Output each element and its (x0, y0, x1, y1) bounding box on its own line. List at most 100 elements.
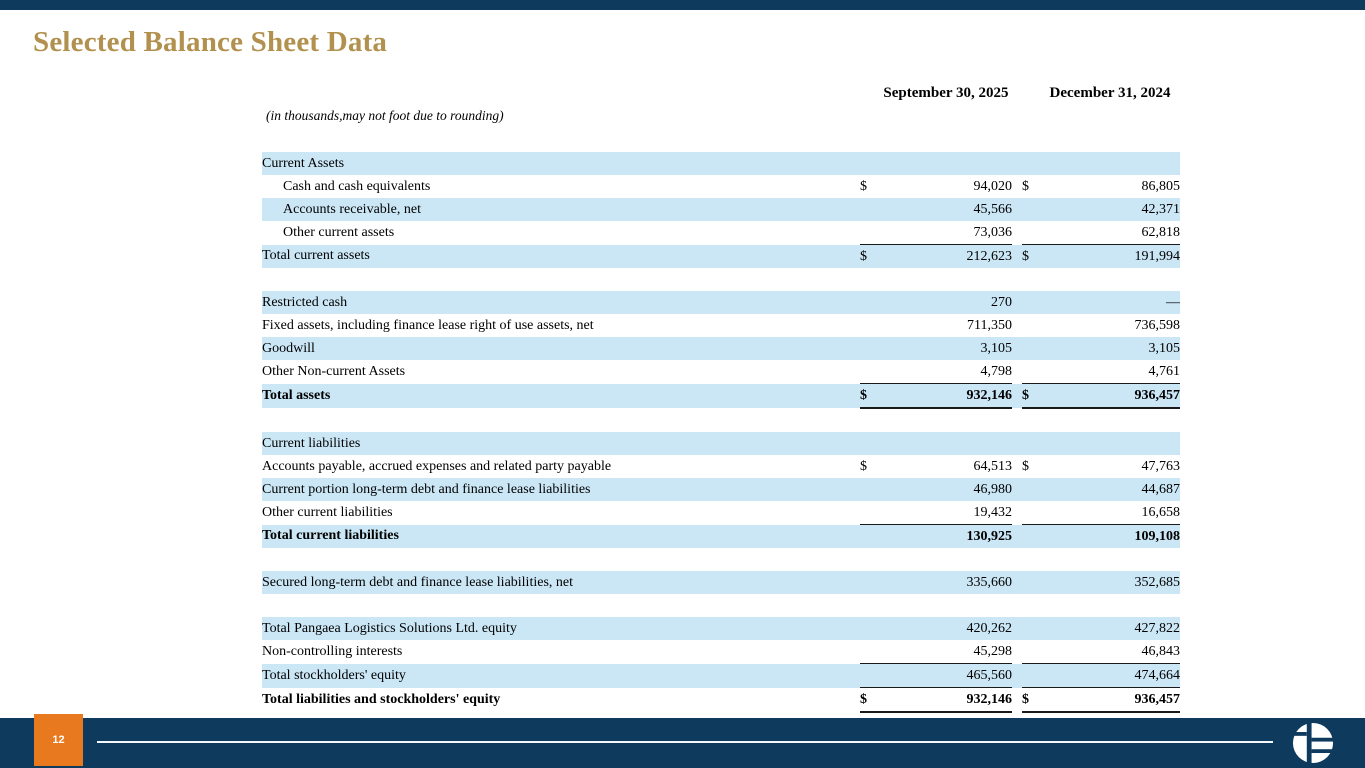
dollar-sign: $ (1022, 687, 1042, 713)
page-number-badge: 12 (34, 714, 83, 766)
value-prior-period: 47,763 (1141, 458, 1181, 474)
table-note: (in thousands,may not foot due to roundi… (266, 108, 504, 123)
row-label: Other Non-current Assets (262, 363, 406, 379)
value-prior-period: 62,818 (1042, 221, 1180, 245)
bottom-footer-bar (0, 718, 1365, 768)
spacer-row (262, 548, 1180, 571)
row-label (262, 594, 860, 617)
column-gap (1012, 268, 1022, 291)
dollar-sign: $ (1022, 458, 1029, 474)
value-prior-period: 86,805 (1141, 178, 1181, 194)
dollar-sign (1022, 548, 1042, 571)
table-row: Current Assets (262, 152, 1180, 175)
dollar-sign (860, 152, 880, 175)
value-prior-period (1042, 408, 1180, 432)
value-prior-period (1042, 432, 1180, 455)
value-current-period: 45,298 (880, 640, 1012, 664)
value-prior-period: 46,843 (1042, 640, 1180, 664)
dollar-sign (860, 337, 880, 360)
value-current-period: 711,350 (967, 317, 1012, 333)
value-current-period: 335,660 (880, 571, 1012, 594)
value-current-period: 4,798 (880, 360, 1012, 384)
dollar-sign (860, 571, 880, 594)
pangaea-globe-logo-icon (1292, 722, 1334, 764)
value-current-period (880, 432, 1012, 455)
dollar-sign (1022, 571, 1042, 594)
table-row: Other current liabilities 19,432 16,658 (262, 501, 1180, 525)
dollar-sign (1022, 478, 1042, 501)
dollar-sign (1022, 663, 1042, 688)
table-row: Non-controlling interests 45,298 46,843 (262, 640, 1180, 664)
column-gap (1012, 432, 1022, 455)
column-gap (1012, 524, 1022, 548)
table-row: Cash and cash equivalents $94,020 $86,805 (262, 175, 1180, 198)
dollar-sign (860, 617, 880, 640)
table-row: Goodwill 3,105 3,105 (262, 337, 1180, 360)
dollar-sign (860, 314, 880, 337)
value-current-period: 73,036 (880, 221, 1012, 245)
dollar-sign (860, 478, 880, 501)
dollar-sign (1022, 408, 1042, 432)
column-gap (1012, 314, 1022, 337)
value-current-period: 212,623 (880, 244, 1012, 268)
spacer-row (262, 594, 1180, 617)
value-current-period (880, 408, 1012, 432)
dollar-sign: $ (1022, 178, 1029, 194)
value-current-period: 94,020 (973, 178, 1013, 194)
column-gap (1012, 478, 1022, 501)
column-gap (1012, 501, 1022, 525)
dollar-sign (1022, 268, 1042, 291)
row-label: Accounts receivable, net (262, 198, 860, 221)
value-prior-period: 4,761 (1042, 360, 1180, 384)
dollar-sign: $ (860, 458, 867, 474)
dollar-sign: $ (1022, 244, 1042, 268)
dollar-sign (860, 268, 880, 291)
column-gap (1012, 688, 1022, 713)
dollar-sign (1022, 337, 1042, 360)
dollar-sign (860, 663, 880, 688)
dollar-sign (1022, 314, 1042, 337)
dollar-sign (1022, 524, 1042, 548)
row-label: Fixed assets, including finance lease ri… (262, 317, 594, 333)
value-prior-period (1042, 152, 1180, 175)
dollar-sign: $ (860, 178, 867, 194)
value-current-period: 64,513 (973, 458, 1013, 474)
value-current-period: 46,980 (880, 478, 1012, 501)
dollar-sign (1022, 152, 1042, 175)
column-gap (1012, 383, 1022, 408)
dollar-sign (860, 594, 880, 617)
value-current-period: 420,262 (880, 617, 1012, 640)
value-current-period (880, 548, 1012, 571)
row-label: Accounts payable, accrued expenses and r… (262, 458, 612, 474)
column-header-current-period: September 30, 2025 (883, 85, 1009, 101)
column-gap (1012, 244, 1022, 268)
dollar-sign (1022, 360, 1042, 384)
column-gap (1012, 152, 1022, 175)
table-row: Fixed assets, including finance lease ri… (262, 314, 1180, 337)
dollar-sign (1022, 221, 1042, 245)
value-prior-period: 44,687 (1042, 478, 1180, 501)
table-row: Current liabilities (262, 432, 1180, 455)
dollar-sign: $ (860, 383, 880, 409)
dollar-sign: $ (860, 687, 880, 713)
value-prior-period: 191,994 (1042, 244, 1180, 268)
column-gap (1012, 571, 1022, 594)
column-gap (1012, 617, 1022, 640)
table-row: Restricted cash 270 — (262, 291, 1180, 314)
row-label: Total current liabilities (262, 524, 860, 548)
dollar-sign (1022, 291, 1042, 314)
dollar-sign (1022, 501, 1042, 525)
row-label: Total Pangaea Logistics Solutions Ltd. e… (262, 617, 860, 640)
value-current-period: 130,925 (880, 524, 1012, 548)
column-gap (1012, 408, 1022, 432)
table-row: Accounts payable, accrued expenses and r… (262, 455, 1180, 478)
column-gap (1012, 198, 1022, 221)
value-prior-period: 936,457 (1042, 687, 1180, 713)
row-label: Current Assets (262, 152, 860, 175)
table-row: Total stockholders' equity 465,560 474,664 (262, 663, 1180, 688)
dollar-sign (860, 524, 880, 548)
row-label: Restricted cash (262, 291, 860, 314)
row-label (262, 408, 860, 432)
dollar-sign (860, 501, 880, 525)
